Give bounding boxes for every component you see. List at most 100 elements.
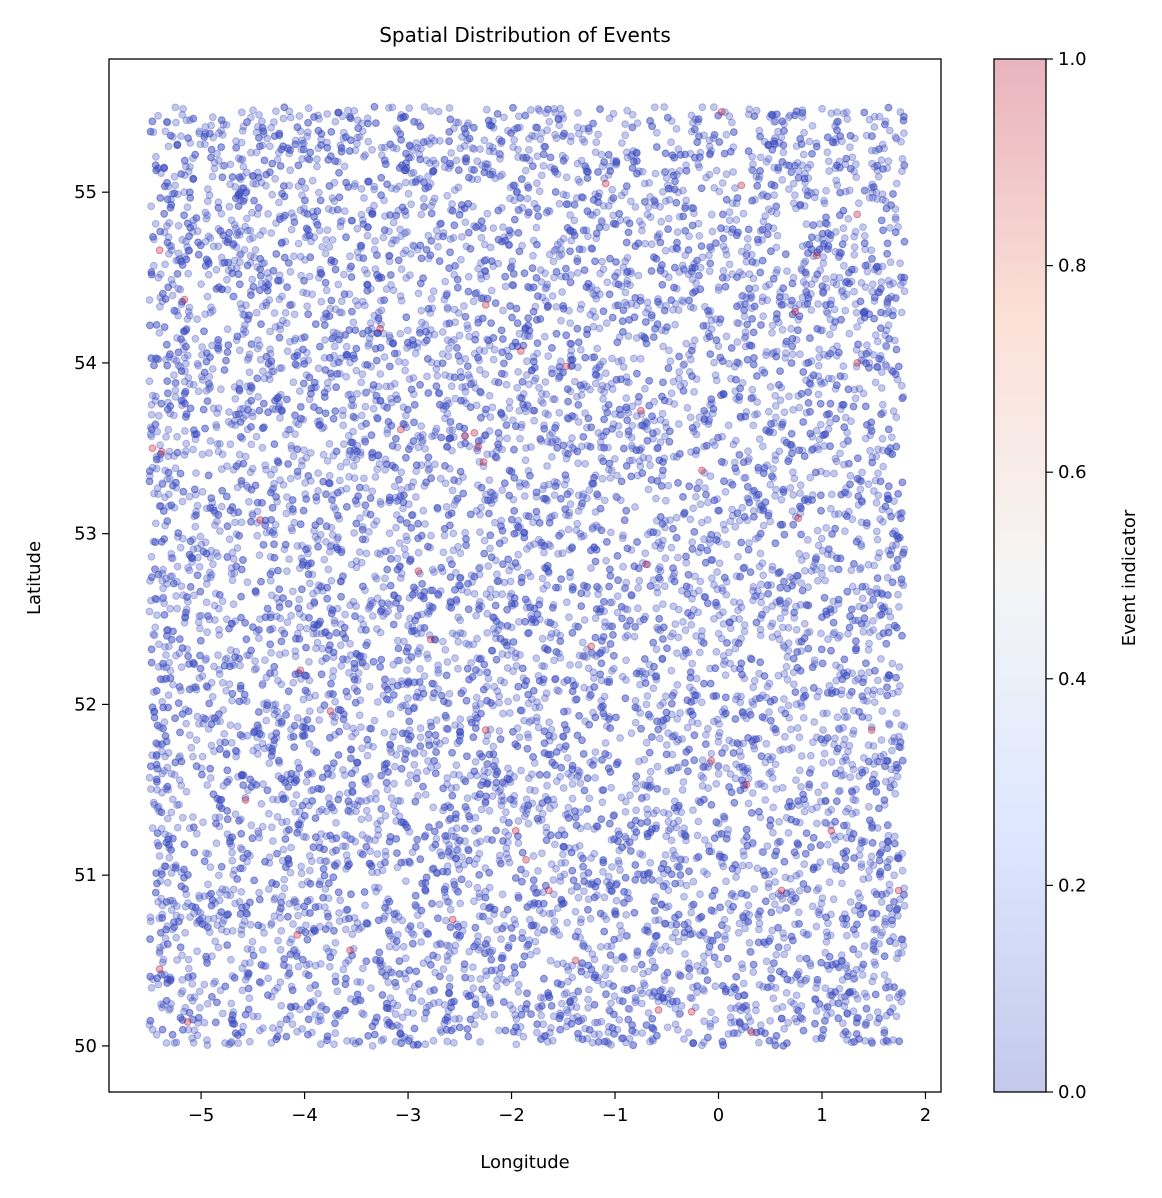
point-no-event	[331, 305, 340, 314]
point-no-event	[252, 432, 261, 441]
point-no-event	[298, 155, 307, 163]
point-no-event	[445, 898, 453, 907]
point-no-event	[749, 683, 758, 692]
point-no-event	[806, 473, 815, 482]
point-no-event	[252, 308, 261, 317]
point-no-event	[557, 245, 565, 254]
point-no-event	[515, 733, 524, 742]
point-no-event	[512, 1040, 521, 1049]
point-no-event	[533, 1028, 541, 1037]
point-no-event	[820, 350, 828, 359]
point-no-event	[249, 233, 257, 242]
point-no-event	[172, 1038, 181, 1047]
point-no-event	[520, 492, 529, 501]
point-no-event	[248, 412, 257, 421]
point-no-event	[489, 355, 498, 364]
point-no-event	[756, 549, 765, 558]
point-no-event	[352, 366, 361, 375]
point-no-event	[512, 694, 521, 702]
point-no-event	[395, 539, 404, 547]
point-no-event	[724, 421, 733, 430]
point-no-event	[533, 349, 542, 358]
point-no-event	[631, 718, 640, 727]
point-no-event	[601, 971, 610, 980]
point-no-event	[151, 220, 160, 228]
point-no-event	[292, 791, 301, 799]
point-no-event	[839, 362, 848, 371]
point-no-event	[651, 169, 660, 178]
point-no-event	[480, 1012, 488, 1021]
point-no-event	[229, 292, 238, 301]
point-no-event	[257, 800, 266, 808]
point-no-event	[533, 152, 542, 161]
point-no-event	[338, 216, 346, 225]
point-no-event	[832, 176, 841, 185]
point-no-event	[321, 336, 329, 344]
point-no-event	[695, 232, 704, 240]
point-no-event	[621, 298, 629, 307]
point-no-event	[544, 410, 552, 419]
point-no-event	[870, 698, 879, 706]
point-no-event	[178, 813, 187, 822]
point-no-event	[854, 199, 863, 208]
point-no-event	[543, 781, 551, 790]
point-no-event	[745, 861, 753, 870]
point-no-event	[493, 570, 501, 579]
point-no-event	[227, 738, 236, 747]
point-no-event	[206, 863, 215, 871]
point-no-event	[391, 808, 400, 816]
point-no-event	[571, 907, 580, 916]
point-no-event	[594, 130, 602, 139]
point-no-event	[445, 690, 454, 698]
point-no-event	[660, 919, 669, 928]
point-no-event	[748, 789, 757, 797]
point-no-event	[621, 120, 629, 128]
point-no-event	[575, 129, 583, 138]
point-no-event	[617, 356, 626, 365]
point-no-event	[336, 476, 344, 485]
point-no-event	[552, 245, 560, 254]
point-no-event	[574, 459, 582, 468]
point-no-event	[661, 692, 670, 701]
point-no-event	[826, 418, 834, 427]
point-no-event	[361, 778, 370, 787]
point-no-event	[772, 268, 781, 277]
point-no-event	[303, 128, 312, 137]
point-no-event	[880, 971, 889, 979]
point-no-event	[198, 343, 207, 351]
point-no-event	[473, 854, 481, 863]
point-no-event	[506, 592, 515, 601]
point-no-event	[245, 994, 254, 1002]
point-no-event	[755, 435, 764, 444]
point-no-event	[679, 264, 688, 273]
point-no-event	[631, 696, 640, 705]
point-no-event	[242, 214, 251, 223]
point-no-event	[545, 250, 554, 259]
point-no-event	[850, 232, 858, 241]
point-no-event	[514, 145, 522, 154]
point-no-event	[597, 216, 606, 225]
point-no-event	[459, 629, 467, 638]
point-no-event	[800, 619, 809, 628]
point-no-event	[780, 695, 788, 703]
point-no-event	[673, 453, 681, 461]
point-no-event	[524, 819, 533, 828]
point-no-event	[574, 418, 583, 426]
point-no-event	[656, 626, 665, 635]
point-no-event	[289, 507, 298, 516]
point-no-event	[417, 306, 426, 315]
point-no-event	[290, 310, 299, 319]
point-no-event	[363, 751, 372, 760]
point-no-event	[253, 210, 262, 219]
point-no-event	[674, 803, 682, 812]
point-no-event	[475, 563, 484, 572]
point-no-event	[472, 611, 481, 620]
point-no-event	[798, 161, 807, 170]
point-no-event	[545, 431, 554, 440]
point-no-event	[489, 224, 498, 233]
point-no-event	[891, 789, 900, 798]
point-no-event	[368, 145, 377, 154]
point-no-event	[477, 233, 486, 242]
point-no-event	[749, 741, 758, 750]
